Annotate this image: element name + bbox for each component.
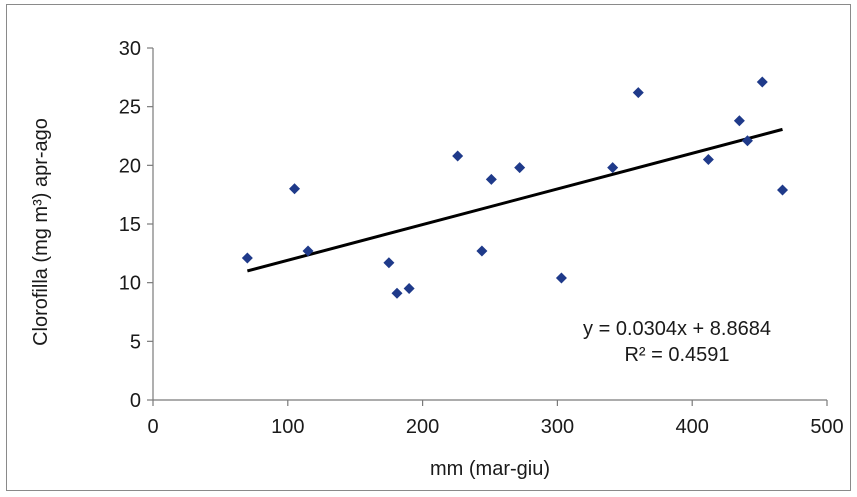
data-point — [391, 287, 403, 299]
data-point — [383, 257, 395, 269]
scatter-chart: 0 5 10 15 20 25 30 0 100 200 300 400 500 y = 0.0304… — [30, 38, 844, 480]
data-point — [476, 245, 488, 257]
data-point — [514, 162, 526, 174]
trendline-equation: y = 0.0304x + 8.8684 — [583, 318, 771, 340]
data-point — [607, 162, 619, 174]
y-tick-label: 30 — [119, 38, 141, 60]
y-tick-label: 0 — [130, 390, 141, 412]
x-tick-label: 400 — [676, 416, 709, 438]
data-point — [485, 173, 497, 185]
data-point — [289, 183, 301, 195]
y-tick-label: 5 — [130, 331, 141, 353]
y-tick-label: 10 — [119, 273, 141, 295]
x-axis-title: mm (mar-giu) — [430, 458, 550, 480]
x-tick-label: 500 — [810, 416, 843, 438]
data-point — [741, 135, 753, 147]
y-ticks: 0 5 10 15 20 25 30 — [119, 38, 153, 412]
y-axis-title: Clorofilla (mg m³) apr-ago — [30, 118, 52, 346]
data-point — [756, 76, 768, 88]
y-tick-label: 15 — [119, 214, 141, 236]
x-tick-label: 0 — [147, 416, 158, 438]
data-point — [632, 87, 644, 99]
y-tick-label: 20 — [119, 155, 141, 177]
data-point — [777, 184, 789, 196]
x-ticks: 0 100 200 300 400 500 — [147, 400, 844, 438]
x-tick-label: 200 — [406, 416, 439, 438]
x-tick-label: 300 — [541, 416, 574, 438]
data-point — [555, 272, 567, 284]
trendline — [246, 127, 783, 273]
data-point — [702, 153, 714, 165]
data-point — [452, 150, 464, 162]
x-tick-label: 100 — [271, 416, 304, 438]
data-point — [241, 252, 253, 264]
data-point — [733, 115, 745, 127]
data-point — [302, 245, 314, 257]
data-point — [403, 283, 415, 295]
chart-frame: 0 5 10 15 20 25 30 0 100 200 300 400 500 y = 0.0304… — [6, 4, 851, 491]
r-squared-label: R² = 0.4591 — [624, 344, 729, 366]
data-points — [241, 76, 789, 299]
y-tick-label: 25 — [119, 97, 141, 119]
